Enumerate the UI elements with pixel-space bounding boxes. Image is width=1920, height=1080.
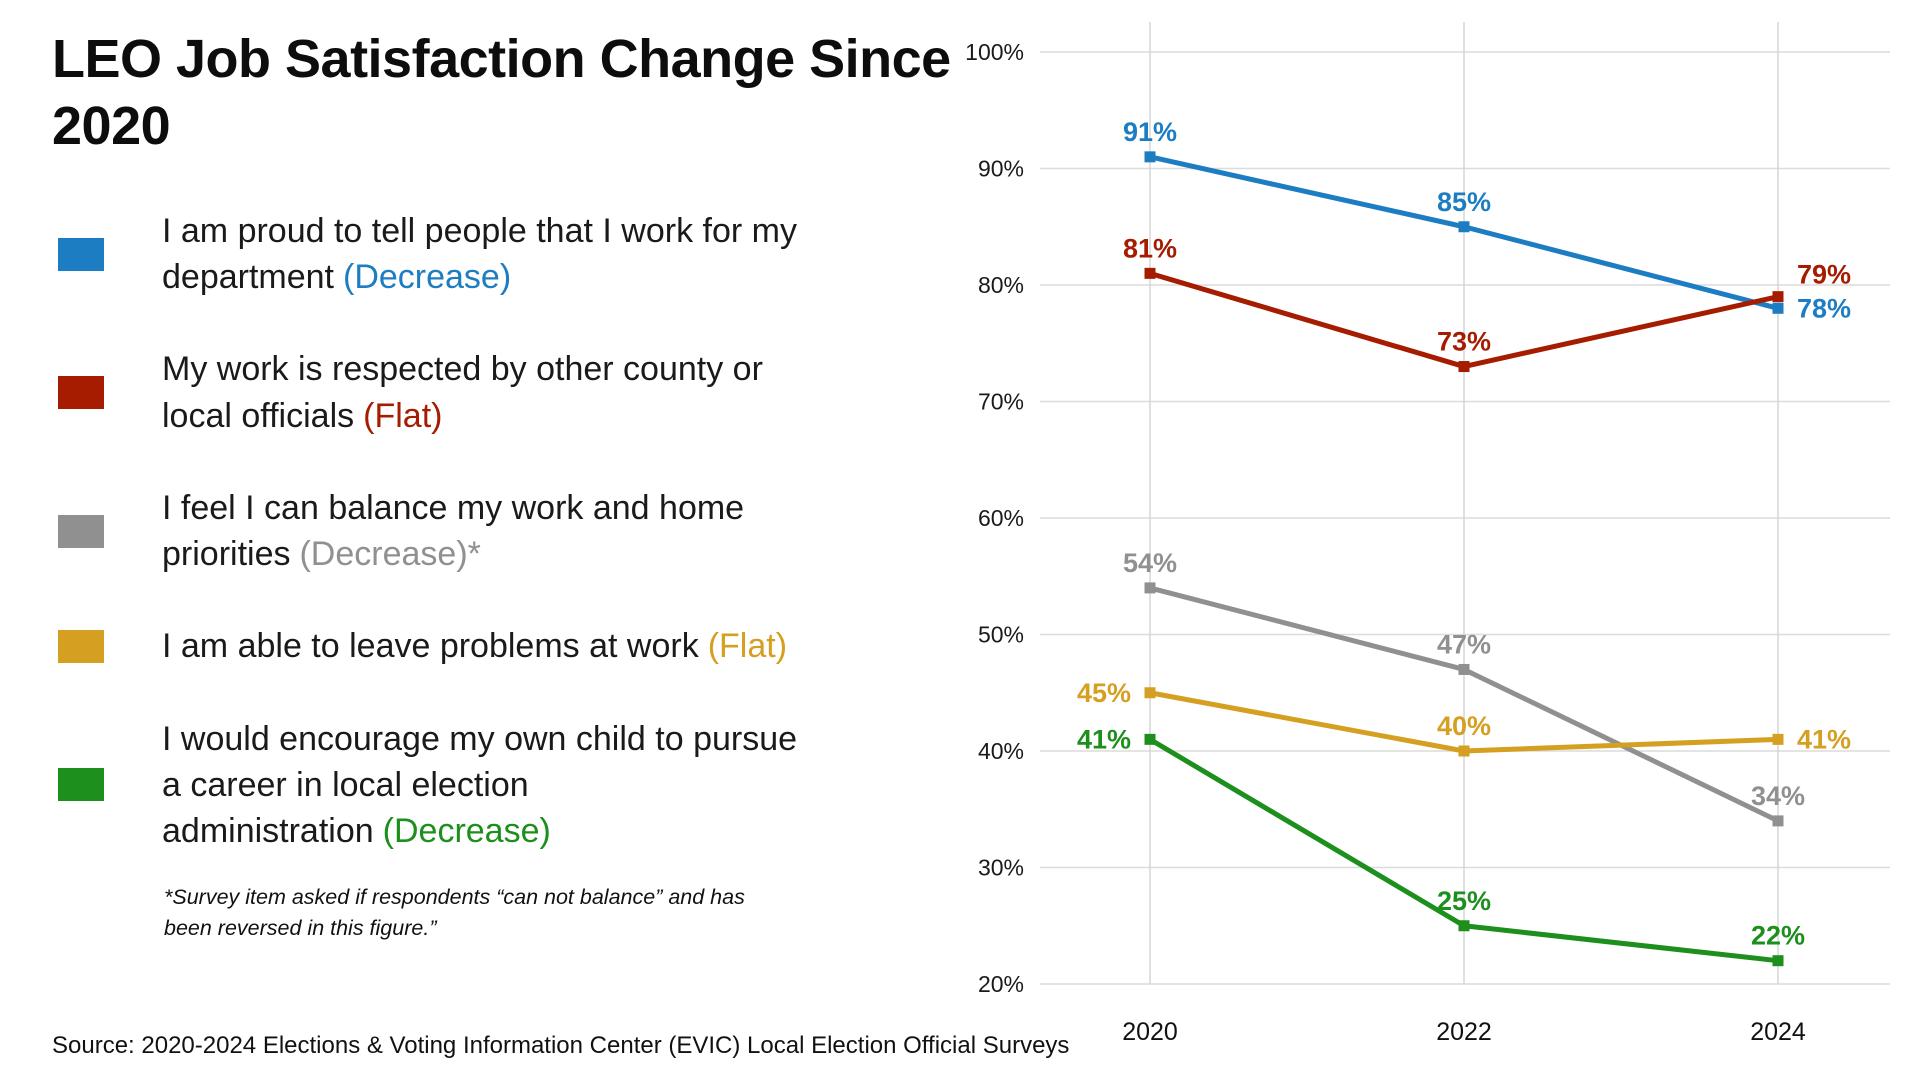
legend-label: I am able to leave problems at work (Flat… bbox=[162, 623, 787, 669]
series-2: 54% 47% 34% bbox=[1123, 548, 1805, 827]
point-label: 81% bbox=[1123, 233, 1177, 263]
point-label: 25% bbox=[1437, 886, 1491, 916]
legend-label-text: I am able to leave problems at work bbox=[162, 627, 699, 666]
legend-label-text: I would encourage my own child to pursue… bbox=[162, 719, 798, 851]
y-tick-label: 30% bbox=[978, 855, 1024, 881]
series-marker bbox=[1772, 733, 1784, 745]
point-label: 78% bbox=[1797, 293, 1851, 323]
chart-title: LEO Job Satisfaction Change Since 2020 bbox=[52, 29, 951, 156]
y-tick-label: 100% bbox=[965, 39, 1024, 65]
legend-trend: (Flat) bbox=[363, 396, 443, 435]
y-tick-label: 90% bbox=[978, 156, 1024, 182]
legend-swatch-blue bbox=[58, 237, 104, 271]
line-chart-svg: 20% 30% 40% 50% 60% 70% 80% 90% 100% 2020 2022 2024… bbox=[965, 22, 1890, 1046]
legend-trend: (Decrease) bbox=[382, 812, 551, 851]
legend-label: I feel I can balance my work and home pr… bbox=[162, 485, 822, 577]
series-marker bbox=[1458, 221, 1470, 233]
legend-label-text: I am proud to tell people that I work fo… bbox=[162, 211, 797, 297]
series-3: 45% 40% 41% bbox=[1077, 678, 1851, 757]
series-marker bbox=[1144, 582, 1156, 594]
x-tick-label: 2022 bbox=[1436, 1018, 1492, 1046]
series-marker bbox=[1458, 361, 1470, 373]
legend-label: I am proud to tell people that I work fo… bbox=[162, 208, 822, 300]
series-marker bbox=[1144, 267, 1156, 279]
legend-item: My work is respected by other county or … bbox=[52, 346, 952, 438]
line-chart: 20% 30% 40% 50% 60% 70% 80% 90% 100% 2020 2022 2024… bbox=[948, 0, 1908, 1060]
footnote: *Survey item asked if respondents “can n… bbox=[164, 885, 745, 941]
series-marker bbox=[1772, 291, 1784, 303]
legend-label-text: My work is respected by other county or … bbox=[162, 350, 763, 435]
legend-label: I would encourage my own child to pursue… bbox=[162, 716, 822, 855]
series-marker bbox=[1458, 745, 1470, 757]
legend-trend: (Decrease) bbox=[343, 258, 512, 297]
legend-swatch-green bbox=[58, 768, 104, 802]
legend-swatch-gold bbox=[58, 629, 104, 663]
point-label: 73% bbox=[1437, 327, 1491, 357]
x-tick-label: 2024 bbox=[1750, 1018, 1806, 1046]
y-tick-label: 50% bbox=[978, 622, 1024, 648]
left-panel: LEO Job Satisfaction Change Since 2020 I… bbox=[52, 26, 952, 945]
point-label: 41% bbox=[1797, 724, 1851, 754]
series-marker bbox=[1144, 687, 1156, 699]
series-marker bbox=[1772, 302, 1784, 314]
legend-item: I feel I can balance my work and home pr… bbox=[52, 485, 952, 577]
point-label: 34% bbox=[1751, 781, 1805, 811]
y-tick-label: 80% bbox=[978, 272, 1024, 298]
source-text: Source: 2020-2024 Elections & Voting Inf… bbox=[52, 1032, 1070, 1059]
point-label: 54% bbox=[1123, 548, 1177, 578]
legend-swatch-gray bbox=[58, 514, 104, 548]
point-label: 47% bbox=[1437, 629, 1491, 659]
y-tick-label: 40% bbox=[978, 738, 1024, 764]
series-marker bbox=[1144, 151, 1156, 163]
legend-item: I am able to leave problems at work (Flat… bbox=[52, 623, 952, 669]
series-0: 91% 85% 78% bbox=[1123, 117, 1851, 323]
legend-swatch-red bbox=[58, 376, 104, 410]
x-tick-label: 2020 bbox=[1122, 1018, 1178, 1046]
series-marker bbox=[1772, 955, 1784, 967]
legend: I am proud to tell people that I work fo… bbox=[52, 208, 952, 854]
y-grid-and-labels: 20% 30% 40% 50% 60% 70% 80% 90% 100% bbox=[965, 39, 1890, 997]
point-label: 79% bbox=[1797, 260, 1851, 290]
point-label: 22% bbox=[1751, 921, 1805, 951]
legend-label-text: I feel I can balance my work and home pr… bbox=[162, 488, 745, 574]
y-tick-label: 60% bbox=[978, 505, 1024, 531]
legend-label: My work is respected by other county or … bbox=[162, 346, 822, 438]
series-4: 41% 25% 22% bbox=[1077, 724, 1805, 967]
series-marker bbox=[1772, 815, 1784, 827]
legend-item: I am proud to tell people that I work fo… bbox=[52, 208, 952, 300]
point-label: 41% bbox=[1077, 724, 1131, 754]
point-label: 40% bbox=[1437, 711, 1491, 741]
point-label: 91% bbox=[1123, 117, 1177, 147]
legend-trend: (Decrease)* bbox=[299, 535, 481, 574]
point-label: 85% bbox=[1437, 187, 1491, 217]
y-tick-label: 20% bbox=[978, 971, 1024, 997]
series-marker bbox=[1458, 663, 1470, 675]
point-label: 45% bbox=[1077, 678, 1131, 708]
y-tick-label: 70% bbox=[978, 389, 1024, 415]
legend-trend: (Flat) bbox=[707, 627, 788, 666]
legend-item: I would encourage my own child to pursue… bbox=[52, 716, 952, 855]
series-marker bbox=[1144, 733, 1156, 745]
series-1: 81% 73% 79% bbox=[1123, 233, 1851, 373]
series-marker bbox=[1458, 920, 1470, 932]
